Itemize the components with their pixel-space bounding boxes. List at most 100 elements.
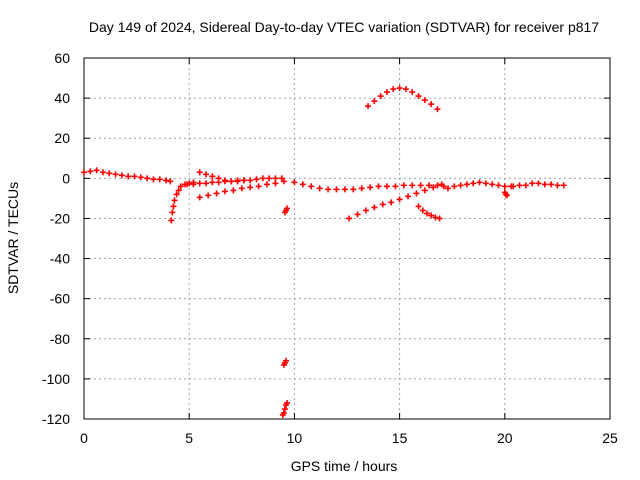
data-point [196, 169, 203, 176]
data-point [371, 204, 378, 211]
data-point [264, 181, 271, 188]
data-point [175, 187, 182, 194]
data-point [272, 175, 279, 182]
data-point [379, 201, 386, 208]
y-tick-label: -40 [50, 251, 70, 267]
x-tick-label: 5 [185, 430, 193, 446]
y-tick-label: -120 [42, 411, 70, 427]
data-point [535, 180, 542, 187]
data-point [209, 179, 216, 186]
data-point [282, 357, 289, 364]
data-point [436, 215, 443, 222]
data-point [405, 193, 412, 200]
x-tick-label: 25 [602, 430, 618, 446]
data-point [221, 178, 228, 185]
data-point [272, 180, 279, 187]
data-point [548, 181, 555, 188]
data-point [167, 178, 174, 185]
data-point [434, 182, 441, 189]
data-point [284, 205, 291, 212]
data-point [99, 169, 106, 176]
data-point [423, 210, 430, 217]
data-point [247, 177, 254, 184]
series-drop-near-4h [168, 179, 197, 224]
data-point [112, 171, 119, 178]
data-point [196, 180, 203, 187]
data-point [438, 181, 445, 188]
series-isolated-near-9.6h [281, 205, 291, 216]
data-point [421, 97, 428, 104]
data-point [169, 209, 176, 216]
y-tick-label: 0 [62, 170, 70, 186]
data-point [137, 174, 144, 181]
data-point [354, 211, 361, 218]
data-point [503, 192, 510, 199]
series-main-band-5 [510, 180, 567, 190]
data-point [409, 89, 416, 96]
data-point [419, 207, 426, 214]
data-point [196, 194, 203, 201]
data-point [81, 169, 87, 176]
plot-frame [83, 57, 611, 420]
data-point [171, 197, 178, 204]
data-point [203, 171, 210, 178]
y-axis-label: SDTVAR / TECUs [5, 182, 21, 294]
data-point [383, 183, 390, 190]
data-point [400, 182, 407, 189]
data-point [230, 187, 237, 194]
data-layer [81, 85, 567, 418]
data-point [280, 409, 287, 416]
data-point [266, 175, 273, 182]
data-point [377, 93, 384, 100]
data-point [396, 85, 403, 92]
data-point [489, 181, 496, 188]
data-point [451, 183, 458, 190]
x-tick-label: 10 [287, 430, 303, 446]
data-point [367, 184, 374, 191]
data-point [173, 191, 180, 198]
series-mid-band [184, 177, 247, 188]
data-point [299, 181, 306, 188]
data-point [365, 103, 372, 110]
data-point [228, 178, 235, 185]
data-point [240, 177, 247, 184]
data-point [463, 181, 470, 188]
data-point [209, 173, 216, 180]
data-point [333, 186, 340, 193]
data-point [383, 89, 390, 96]
y-tick-label: -20 [50, 210, 70, 226]
y-tick-label: -80 [50, 331, 70, 347]
data-point [144, 175, 151, 182]
tick-layer: 0 5 10 15 20 25 -120 -100 -80 -60 -40 -20 0 20 40 60 [42, 50, 618, 446]
y-tick-label: 40 [54, 90, 70, 106]
data-point [502, 191, 509, 198]
data-point [170, 203, 177, 210]
data-point [131, 173, 138, 180]
data-point [125, 173, 132, 180]
data-point [516, 182, 523, 189]
data-point [457, 182, 464, 189]
data-point [255, 183, 262, 190]
data-point [284, 399, 291, 406]
data-point [247, 184, 254, 191]
data-point [215, 179, 222, 186]
data-point [482, 180, 489, 187]
x-tick-label: 20 [497, 430, 513, 446]
data-point [278, 175, 285, 182]
data-point [118, 172, 125, 179]
data-point [106, 170, 113, 177]
data-point [470, 180, 477, 187]
y-tick-label: 20 [54, 130, 70, 146]
data-point [417, 182, 424, 189]
data-point [350, 186, 357, 193]
data-point [554, 182, 561, 189]
series-dip-near-20h [501, 189, 510, 199]
series-main-band-4 [444, 179, 515, 192]
data-point [415, 93, 422, 100]
data-point [280, 178, 287, 185]
data-point [371, 98, 378, 105]
data-point [396, 196, 403, 203]
data-point [428, 212, 435, 219]
series-arc-top [365, 85, 441, 113]
